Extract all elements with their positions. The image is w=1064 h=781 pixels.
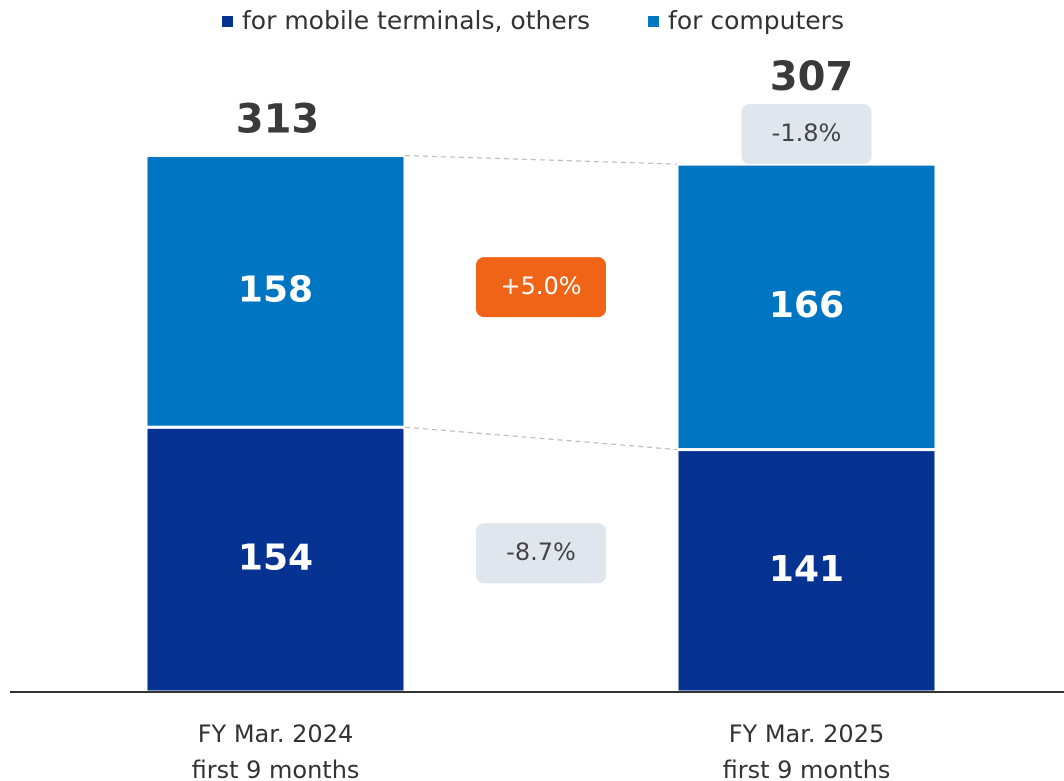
x-tick-label: FY Mar. 2024 [198, 720, 354, 748]
segment-change-text: +5.0% [500, 272, 581, 300]
bar-segment [675, 162, 938, 452]
segment-label: 158 [238, 269, 313, 310]
x-tick-label: first 9 months [192, 756, 360, 781]
segment-change-box [476, 257, 606, 318]
segment-change-box [476, 523, 606, 584]
segment-label: 154 [238, 538, 313, 579]
segment-change-text: -8.7% [506, 538, 576, 566]
total-label: 313 [236, 97, 320, 143]
bar-segment [144, 154, 407, 429]
connector [404, 154, 678, 165]
legend-swatch [648, 16, 660, 27]
legend-label: for computers [668, 6, 844, 35]
x-tick-label: FY Mar. 2025 [729, 720, 885, 748]
total-change-box [741, 104, 872, 165]
segment-change: +5.0% [476, 257, 606, 318]
legend-swatch [222, 16, 233, 27]
segment-label: 141 [769, 549, 844, 590]
total-label: 307 [770, 54, 854, 100]
connector [404, 426, 678, 451]
segment-change: -8.7% [476, 523, 606, 584]
segment-label: 166 [769, 285, 844, 326]
total-change: -1.8% [741, 104, 872, 165]
legend-label: for mobile terminals, others [242, 6, 590, 35]
bar-segment [144, 425, 407, 694]
x-tick-label: first 9 months [723, 756, 891, 781]
total-change-text: -1.8% [772, 119, 842, 147]
